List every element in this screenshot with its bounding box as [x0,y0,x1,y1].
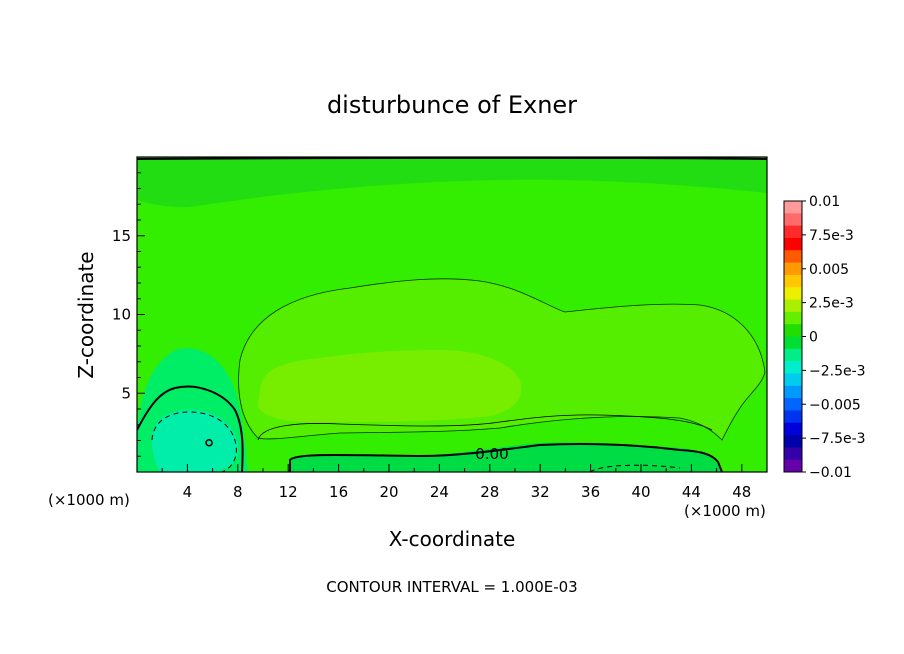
x-axis-label: X-coordinate [389,527,516,551]
colorbar-swatch [784,435,802,448]
contour-zero-top [137,157,767,160]
x-axis-unit-left: (×1000 m) [48,491,130,509]
field-top-band [137,157,767,208]
colorbar-swatch [784,287,802,301]
colorbar-swatch [784,299,802,313]
colorbar-label: −0.01 [809,465,852,481]
colorbar-label: 0.01 [809,194,840,210]
colorbar-label: −2.5e-3 [809,363,866,379]
colorbar-swatch [784,398,802,411]
colorbar-swatch [784,262,802,276]
colorbar-swatch [784,250,802,264]
colorbar-swatch [784,447,802,461]
y-tick-label: 15 [112,227,131,245]
colorbar-label: 0 [809,330,818,346]
field-core-region [258,350,522,423]
colorbar-swatch [784,385,802,399]
x-tick-label: 8 [233,483,243,501]
contour-zero-bottom [289,443,723,472]
contour-local-mark [205,439,213,447]
contour-negative-dashed-small [589,464,681,472]
x-tick-label: 16 [329,483,348,501]
contour-negative-dashed [151,411,237,472]
x-axis-unit-right: (×1000 m) [684,502,766,520]
contour-zero-left [137,385,244,472]
colorbar-swatch [784,324,802,337]
colorbar: 0.01 7.5e-3 0.005 2.5e-3 0 −2.5e-3 −0.005 −7.5e… [783,194,866,481]
colorbar-swatch [784,274,802,288]
x-tick-label: 12 [279,483,298,501]
colorbar-label: 0.005 [809,262,849,278]
x-tick-label: 44 [682,483,701,501]
colorbar-swatch [784,348,802,362]
colorbar-swatch [784,225,802,239]
y-axis: 5 10 15 [112,172,145,457]
colorbar-swatch [784,361,802,374]
chart-title: disturbunce of Exner [327,91,577,119]
colorbar-swatch [784,237,802,251]
x-tick-label: 28 [480,483,499,501]
x-tick-label: 36 [581,483,600,501]
y-tick-label: 5 [121,384,131,402]
contour-label: 0.00 [475,445,508,463]
colorbar-swatch [784,201,802,214]
colorbar-label: 2.5e-3 [809,296,854,312]
colorbar-swatch [784,410,802,424]
colorbar-swatch [784,459,802,473]
y-tick-label: 10 [112,306,131,324]
x-tick-label: 48 [732,483,751,501]
colorbar-swatch [784,213,802,227]
x-tick-label: 24 [430,483,449,501]
colorbar-label: 7.5e-3 [809,228,854,244]
x-tick-label: 40 [631,483,650,501]
x-tick-label: 32 [531,483,550,501]
colorbar-label: −7.5e-3 [809,431,866,447]
contour-positive-inner [257,414,713,441]
footer-contour-interval: CONTOUR INTERVAL = 1.000E-03 [326,578,577,596]
colorbar-swatch [784,422,802,436]
x-tick-label: 4 [183,483,193,501]
colorbar-swatch [784,373,802,387]
y-axis-label: Z-coordinate [74,251,98,378]
plot-area [137,157,767,472]
field-negative-bottom [290,442,722,472]
x-axis: 4 8 12 16 20 24 28 32 36 40 44 48 [161,464,751,501]
colorbar-swatch [784,336,802,350]
colorbar-swatch [784,311,802,325]
colorbar-label: −0.005 [809,397,861,413]
x-tick-label: 20 [379,483,398,501]
field-negative-core [152,410,239,472]
